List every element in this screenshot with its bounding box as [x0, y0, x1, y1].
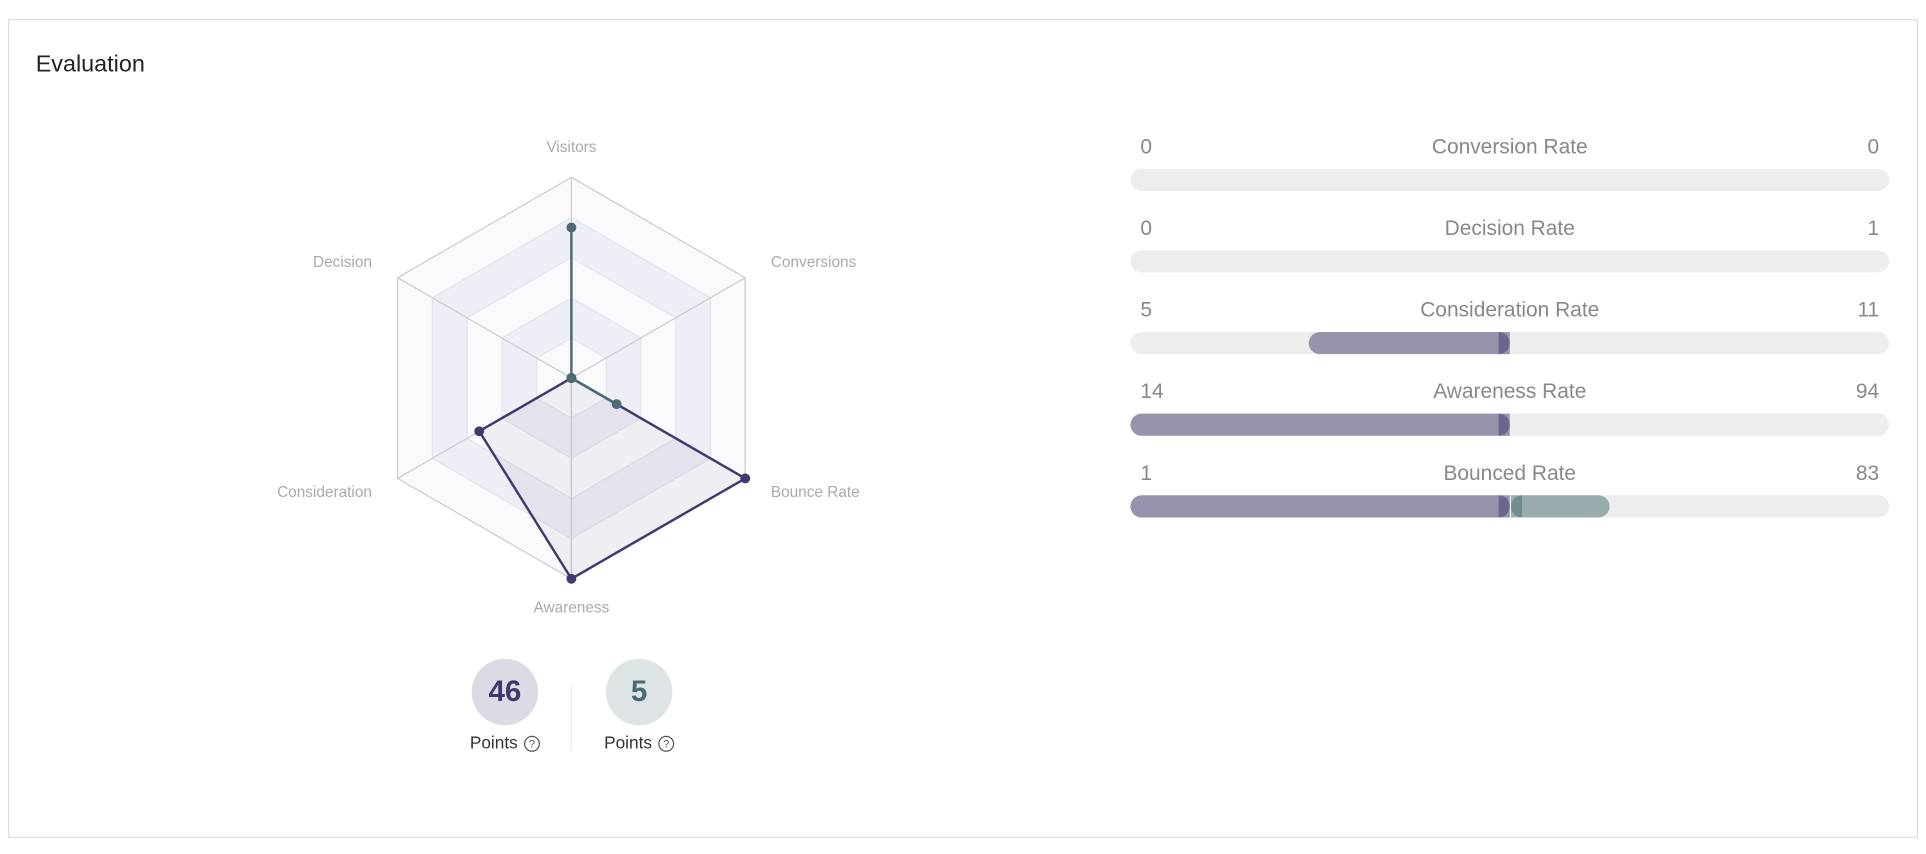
row-left-value: 14	[1140, 380, 1164, 403]
axis-label: Consideration	[277, 484, 372, 501]
axis-line	[571, 277, 746, 379]
row-label: Conversion Rate	[1432, 135, 1588, 158]
row-fill-group	[1130, 413, 1510, 436]
help-icon[interactable]	[523, 735, 540, 752]
row-fill-group	[1130, 495, 1510, 518]
row-right-value: 94	[1856, 380, 1880, 403]
data-point	[566, 573, 577, 584]
score-label: Points	[604, 732, 652, 752]
help-icon-mark: ?	[663, 738, 669, 750]
row-left-value: 0	[1140, 135, 1152, 158]
help-icon-mark: ?	[529, 738, 535, 750]
score-value: 46	[488, 675, 521, 708]
row-fill	[1510, 495, 1610, 518]
row-fill	[1308, 331, 1510, 355]
row-fill-edge	[1498, 413, 1510, 436]
data-point	[740, 473, 751, 484]
axis-label: Awareness	[534, 599, 610, 616]
row-right-value: 1	[1868, 217, 1880, 240]
help-icon[interactable]	[658, 735, 675, 752]
row-right-value: 0	[1868, 135, 1880, 158]
axis-label: Visitors	[546, 139, 596, 156]
score-badge	[605, 658, 673, 726]
row-fill-group	[1308, 331, 1510, 355]
row-label: Bounced Rate	[1443, 462, 1576, 485]
data-point	[566, 222, 577, 233]
row-track	[1130, 250, 1890, 273]
row-left-value: 1	[1140, 462, 1152, 485]
score-value: 5	[631, 675, 647, 708]
axis-label: Decision	[313, 254, 372, 271]
row-fill-edge	[1498, 331, 1510, 355]
row-fill-edge	[1498, 495, 1510, 518]
data-point	[566, 373, 577, 383]
axis-label: Conversions	[771, 254, 857, 271]
row-label: Consideration Rate	[1420, 299, 1599, 322]
row-right-value: 11	[1857, 299, 1879, 322]
score-label: Points	[470, 732, 518, 752]
row-right-value: 83	[1856, 462, 1879, 485]
card-title: Evaluation	[36, 50, 145, 76]
row-fill-group	[1510, 495, 1610, 518]
data-point	[474, 426, 485, 437]
score-badge	[471, 658, 539, 726]
axis-line	[397, 277, 572, 379]
axis-label: Bounce Rate	[771, 484, 860, 501]
data-point	[611, 399, 622, 410]
row-fill	[1130, 413, 1510, 436]
row-left-value: 0	[1140, 217, 1152, 240]
row-fill	[1130, 495, 1510, 518]
row-label: Awareness Rate	[1433, 380, 1586, 403]
row-label: Decision Rate	[1445, 217, 1575, 240]
row-fill-edge	[1510, 495, 1523, 518]
row-track	[1130, 168, 1890, 191]
row-left-value: 5	[1140, 299, 1152, 322]
